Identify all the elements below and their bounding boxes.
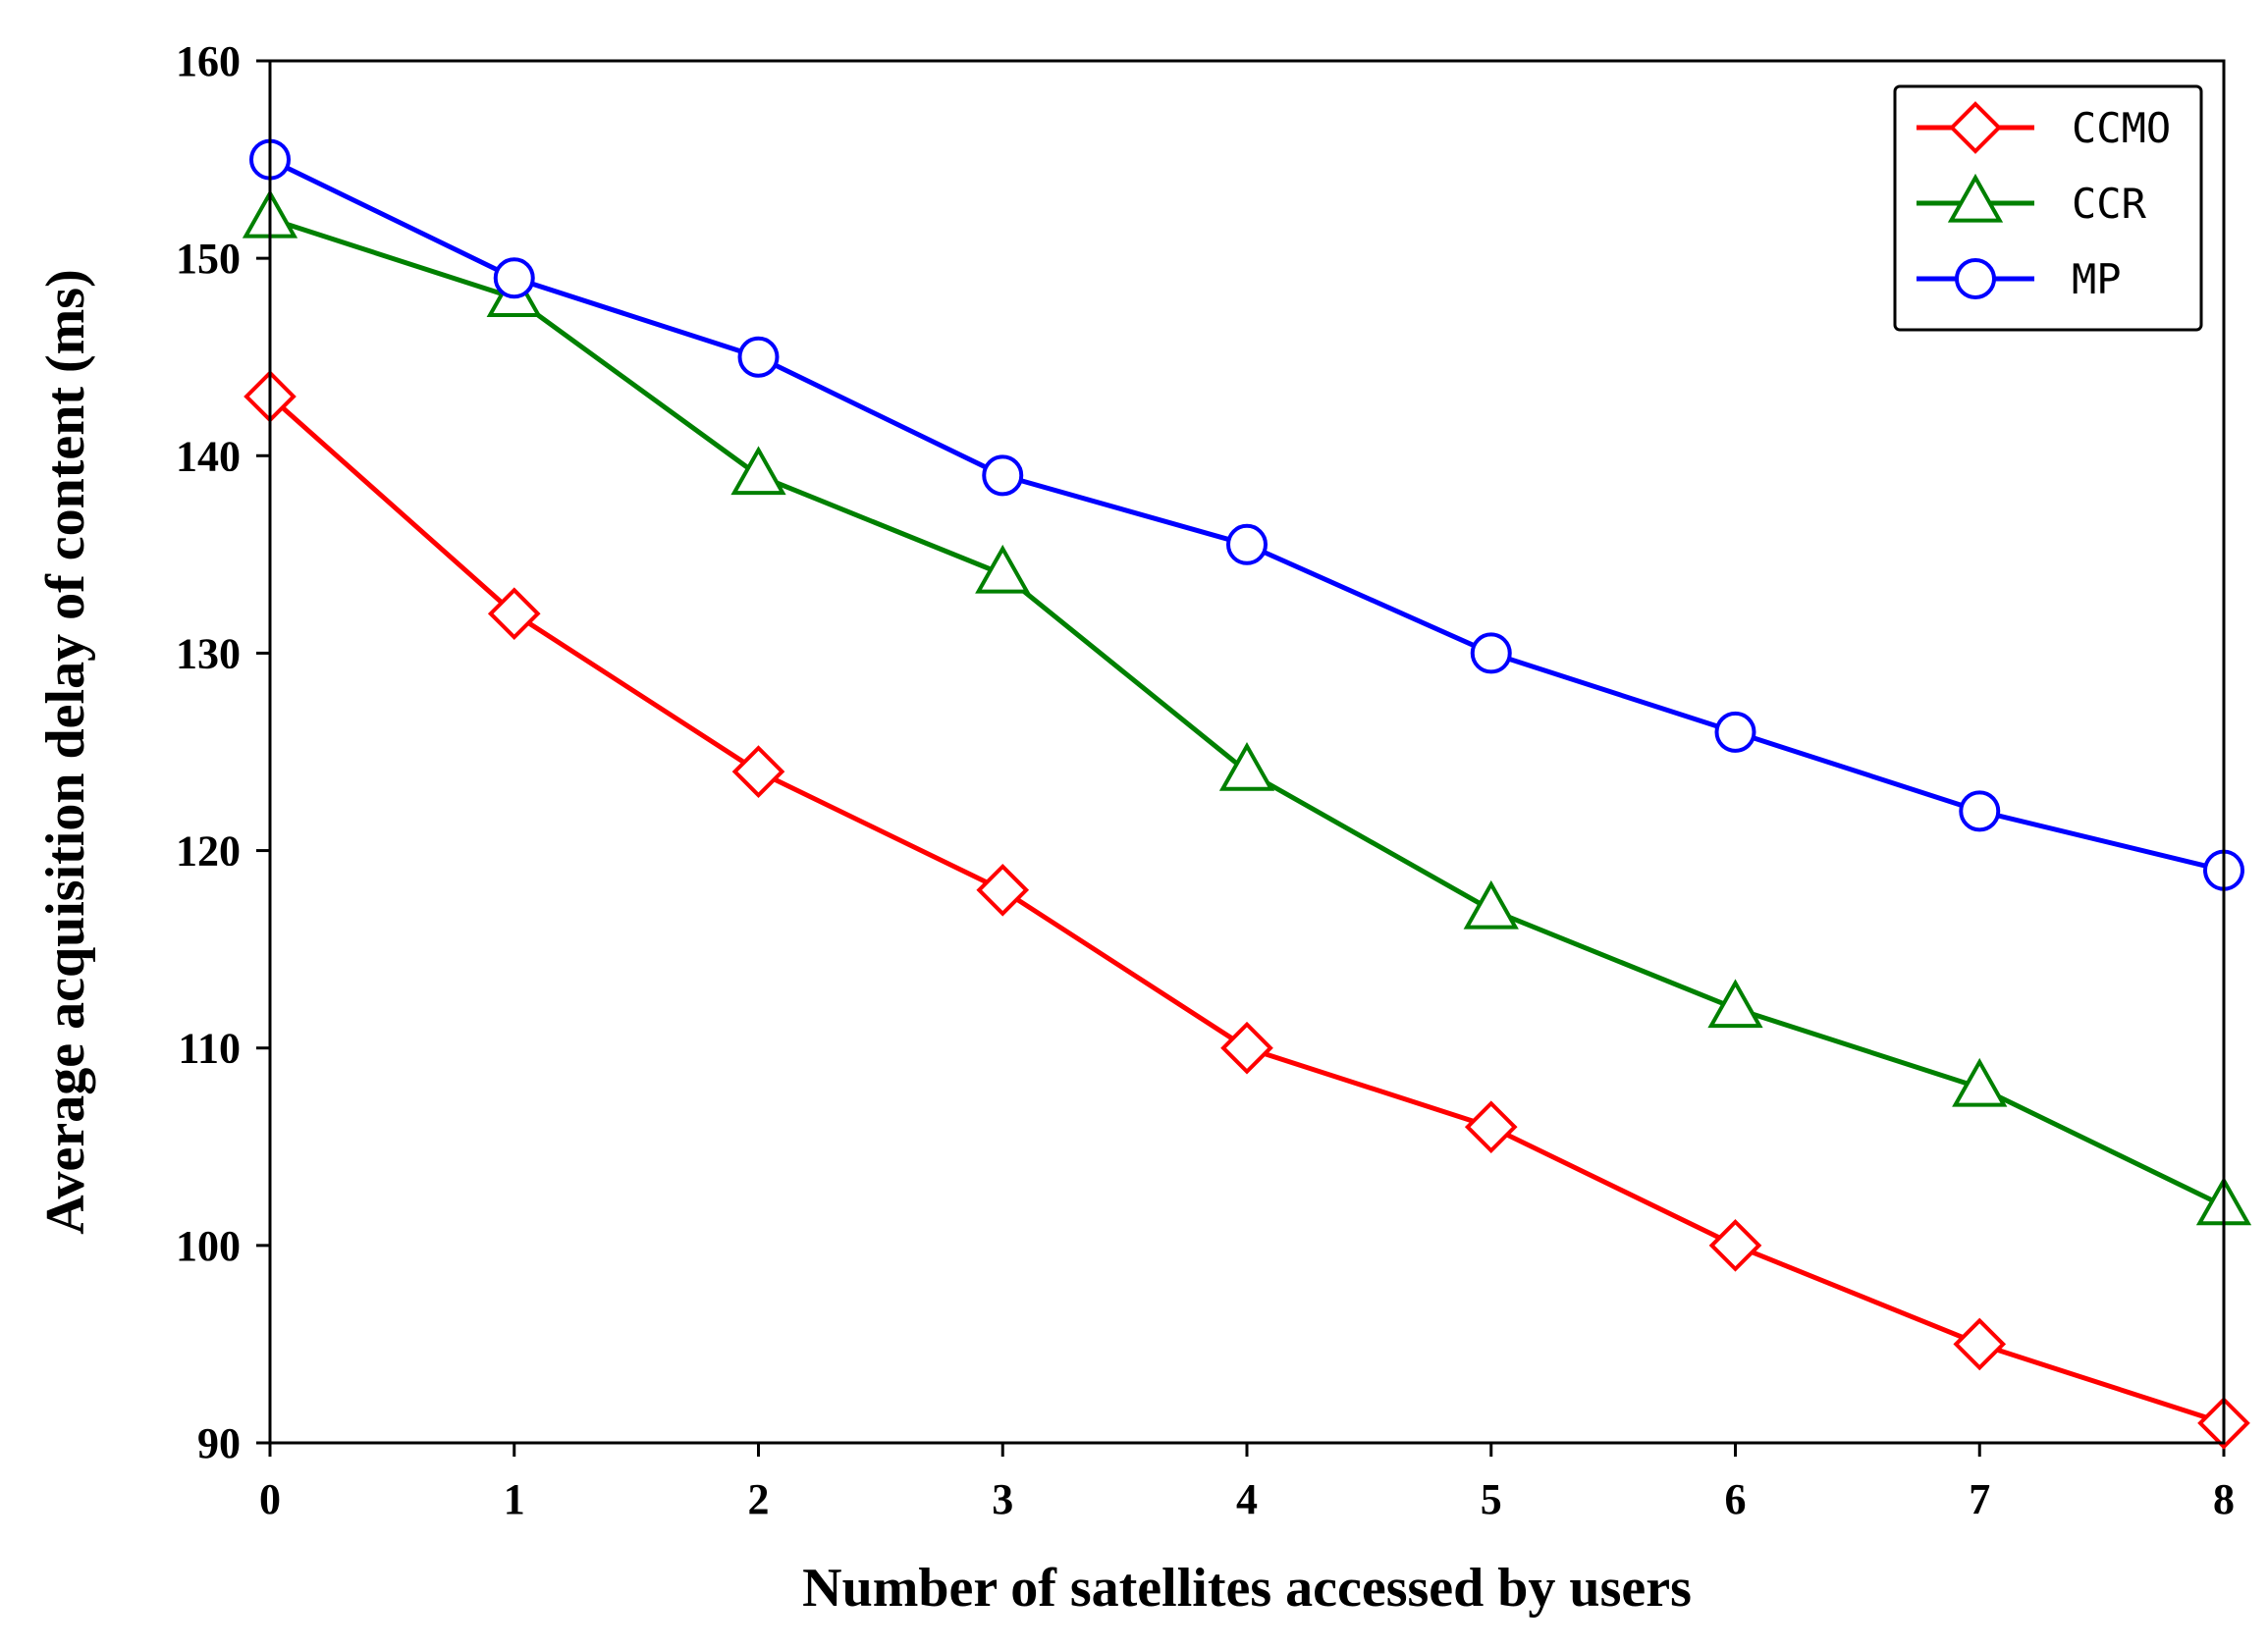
x-tick-label: 1 — [504, 1475, 525, 1523]
legend-item-mp: MP — [1917, 255, 2122, 303]
data-point-mp — [1714, 711, 1756, 753]
data-point-mp — [1226, 523, 1268, 565]
data-point-mp — [1959, 790, 2001, 832]
data-point-ccr — [1952, 1057, 2008, 1107]
legend-label-ccr: CCR — [2072, 180, 2147, 228]
x-tick-label: 5 — [1481, 1475, 1502, 1523]
data-point-mp — [1470, 632, 1512, 674]
data-point-ccmo — [1464, 1100, 1518, 1153]
data-point-ccr — [1218, 742, 1275, 791]
x-axis: 0 1 2 3 4 5 6 7 8 — [259, 1443, 2235, 1523]
data-point-ccmo — [1220, 1021, 1273, 1075]
x-tick-label: 4 — [1236, 1475, 1258, 1523]
legend: CCMO CCR MP — [1893, 84, 2203, 332]
legend-label-ccmo: CCMO — [2072, 104, 2171, 152]
legend-marker-ccr — [1947, 173, 2004, 223]
data-point-ccr — [730, 446, 786, 496]
data-point-ccr — [1707, 979, 1763, 1029]
x-tick-label: 7 — [1969, 1475, 1990, 1523]
y-tick-label: 160 — [176, 37, 241, 85]
data-point-ccr — [1463, 879, 1519, 930]
x-axis-title: Number of satellites accessed by users — [802, 1558, 1692, 1619]
x-tick-label: 3 — [992, 1475, 1013, 1523]
data-point-mp — [982, 454, 1024, 497]
x-tick-label: 6 — [1725, 1475, 1747, 1523]
legend-item-ccmo: CCMO — [1917, 101, 2171, 154]
y-axis: 90 100 110 120 130 140 150 160 — [176, 37, 270, 1467]
legend-items: CCMO CCR MP — [1917, 101, 2171, 303]
data-point-ccmo — [976, 863, 1030, 917]
data-point-ccmo — [731, 745, 785, 798]
series-mp — [249, 138, 2244, 891]
legend-marker-ccmo — [1949, 101, 2002, 154]
legend-marker-mp — [1955, 258, 1996, 299]
data-point-mp — [493, 257, 535, 299]
y-tick-label: 120 — [176, 827, 241, 876]
y-tick-label: 130 — [176, 629, 241, 677]
x-tick-label: 8 — [2213, 1475, 2235, 1523]
y-tick-label: 90 — [197, 1419, 241, 1467]
legend-item-ccr: CCR — [1917, 173, 2147, 228]
y-tick-label: 140 — [176, 432, 241, 480]
legend-label-mp: MP — [2072, 255, 2122, 303]
y-tick-label: 100 — [176, 1222, 241, 1270]
series-ccr — [242, 188, 2252, 1226]
y-tick-label: 150 — [176, 235, 241, 283]
data-point-ccmo — [1708, 1219, 1762, 1272]
data-point-ccmo — [487, 587, 541, 641]
plot-frame — [268, 59, 2226, 1445]
data-point-ccr — [975, 544, 1031, 594]
y-tick-label: 110 — [178, 1025, 241, 1073]
x-tick-label: 0 — [259, 1475, 281, 1523]
x-tick-label: 2 — [748, 1475, 770, 1523]
y-axis-title: Average acquisition delay of content (ms… — [35, 269, 96, 1235]
data-point-ccmo — [1953, 1317, 2007, 1371]
data-point-mp — [737, 336, 780, 378]
